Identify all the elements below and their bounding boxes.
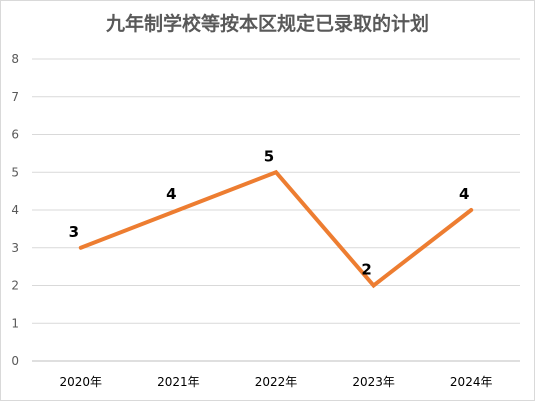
- data-label: 3: [69, 223, 79, 241]
- x-tick-label: 2020年: [60, 375, 103, 389]
- y-tick-label: 7: [11, 90, 19, 104]
- y-tick-label: 3: [11, 241, 19, 255]
- y-tick-label: 1: [11, 316, 19, 330]
- y-tick-label: 6: [11, 128, 19, 142]
- x-axis-ticks: 2020年 2021年 2022年 2023年 2024年: [60, 375, 493, 389]
- x-tick-label: 2024年: [450, 375, 493, 389]
- y-tick-label: 0: [11, 354, 19, 368]
- y-tick-label: 8: [11, 52, 19, 66]
- data-label: 5: [264, 147, 274, 165]
- x-tick-label: 2022年: [255, 375, 298, 389]
- data-label: 4: [166, 185, 176, 203]
- data-label: 4: [459, 185, 469, 203]
- series-line: [78, 169, 474, 289]
- x-tick-label: 2021年: [157, 375, 200, 389]
- y-tick-label: 2: [11, 279, 19, 293]
- y-axis-ticks: 0 1 2 3 4 5 6 7 8: [11, 52, 19, 368]
- x-tick-label: 2023年: [352, 375, 395, 389]
- gridlines: [32, 58, 520, 362]
- data-labels: 3 4 5 2 4: [69, 147, 470, 278]
- y-tick-label: 4: [11, 203, 19, 217]
- chart-title: 九年制学校等按本区规定已录取的计划: [105, 13, 429, 35]
- data-label: 2: [361, 261, 371, 279]
- series-line-group: [78, 169, 474, 289]
- y-tick-label: 5: [11, 165, 19, 179]
